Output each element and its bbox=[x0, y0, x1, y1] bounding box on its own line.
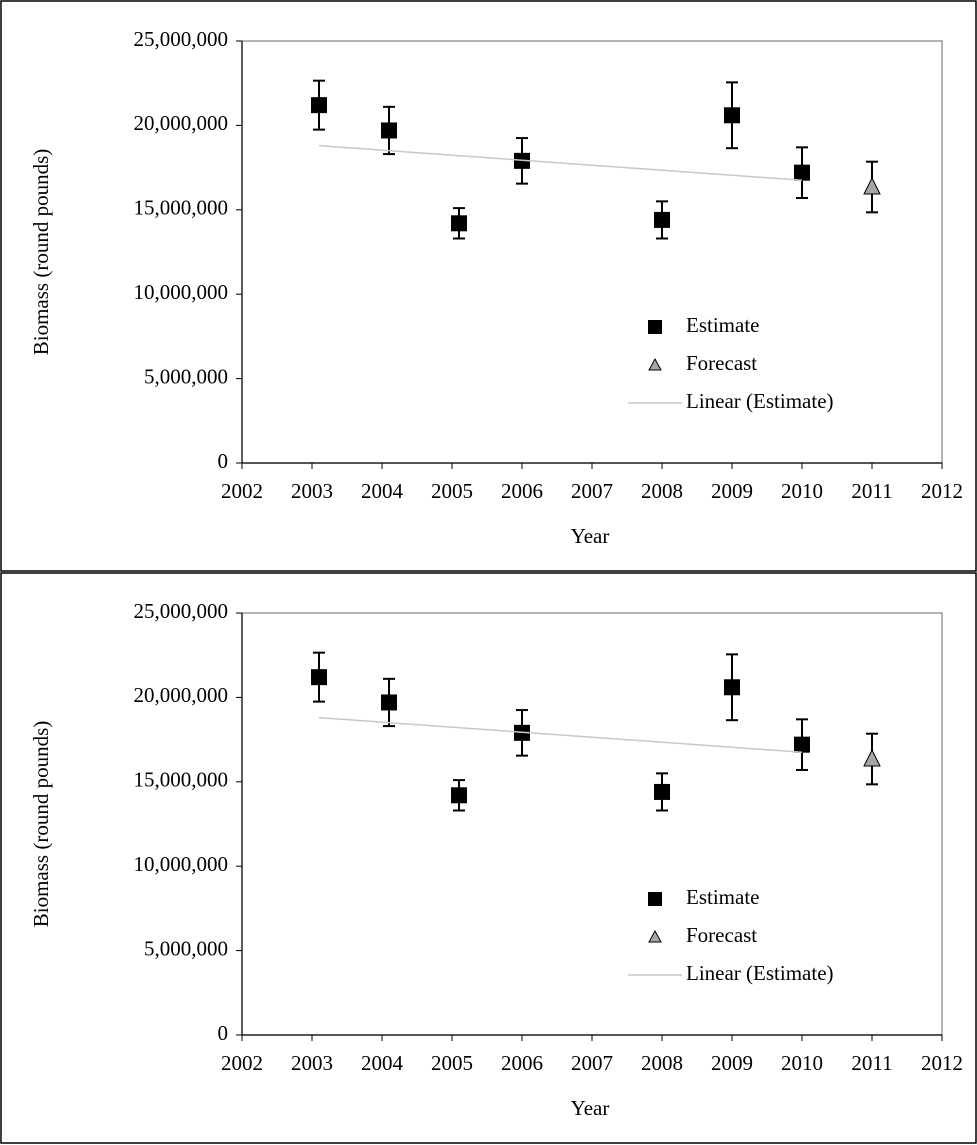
x-tick-label: 2006 bbox=[501, 479, 543, 503]
y-tick-label: 25,000,000 bbox=[134, 27, 229, 51]
x-axis-title: Year bbox=[571, 524, 610, 548]
plot-area bbox=[241, 612, 943, 1036]
x-tick-label: 2002 bbox=[221, 1051, 263, 1075]
x-axis-title: Year bbox=[571, 1096, 610, 1120]
legend-label: Linear (Estimate) bbox=[686, 961, 834, 985]
trend-line bbox=[318, 716, 803, 754]
trend-line bbox=[318, 144, 803, 182]
y-tick-label: 25,000,000 bbox=[134, 599, 229, 623]
point bbox=[381, 694, 397, 711]
x-tick-label: 2012 bbox=[921, 1051, 963, 1075]
x-tick-label: 2009 bbox=[711, 479, 753, 503]
point bbox=[451, 787, 467, 804]
x-tick-label: 2011 bbox=[851, 1051, 892, 1075]
point bbox=[381, 122, 397, 139]
y-tick-label: 10,000,000 bbox=[134, 852, 229, 876]
y-tick-label: 20,000,000 bbox=[134, 683, 229, 707]
y-tick-label: 5,000,000 bbox=[144, 936, 228, 960]
x-tick-label: 2005 bbox=[431, 1051, 473, 1075]
x-tick-label: 2002 bbox=[221, 479, 263, 503]
point bbox=[724, 679, 740, 696]
x-tick-label: 2008 bbox=[641, 1051, 683, 1075]
y-axis-title: Biomass (round pounds) bbox=[29, 149, 53, 356]
y-tick-label: 0 bbox=[218, 1021, 229, 1045]
point bbox=[794, 736, 810, 753]
legend-label: Estimate bbox=[686, 313, 759, 337]
y-tick-label: 5,000,000 bbox=[144, 364, 228, 388]
x-tick-label: 2008 bbox=[641, 479, 683, 503]
legend-label: Forecast bbox=[686, 351, 757, 375]
legend-label: Estimate bbox=[686, 885, 759, 909]
y-tick-label: 0 bbox=[218, 449, 229, 473]
chart: 0 5,000,000 10,000,000 15,000,000 20,000,000… bbox=[29, 599, 963, 1120]
x-tick-label: 2012 bbox=[921, 479, 963, 503]
point bbox=[863, 176, 881, 195]
x-tick-label: 2005 bbox=[431, 479, 473, 503]
point bbox=[311, 669, 327, 686]
x-tick-label: 2009 bbox=[711, 1051, 753, 1075]
y-axis-title: Biomass (round pounds) bbox=[29, 721, 53, 928]
point bbox=[654, 211, 670, 228]
x-tick-label: 2003 bbox=[291, 1051, 333, 1075]
legend-label: Linear (Estimate) bbox=[686, 389, 834, 413]
x-tick-label: 2010 bbox=[781, 479, 823, 503]
legend-swatch bbox=[648, 320, 662, 334]
legend-label: Forecast bbox=[686, 923, 757, 947]
x-tick-label: 2006 bbox=[501, 1051, 543, 1075]
x-tick-label: 2007 bbox=[571, 1051, 613, 1075]
y-tick-label: 20,000,000 bbox=[134, 111, 229, 135]
x-tick-label: 2010 bbox=[781, 1051, 823, 1075]
x-tick-label: 2007 bbox=[571, 479, 613, 503]
point bbox=[654, 783, 670, 800]
chart: 0 5,000,000 10,000,000 15,000,000 20,000,000… bbox=[29, 27, 963, 548]
x-tick-label: 2003 bbox=[291, 479, 333, 503]
y-tick-label: 15,000,000 bbox=[134, 768, 229, 792]
x-tick-label: 2004 bbox=[361, 1051, 404, 1075]
x-tick-label: 2004 bbox=[361, 479, 404, 503]
point bbox=[451, 215, 467, 232]
x-tick-label: 2011 bbox=[851, 479, 892, 503]
panel-border bbox=[0, 0, 977, 572]
point bbox=[724, 107, 740, 124]
legend-swatch bbox=[648, 357, 662, 371]
legend-swatch bbox=[648, 929, 662, 943]
point bbox=[863, 748, 881, 767]
plot-area bbox=[241, 40, 943, 464]
panel-border bbox=[0, 572, 977, 1144]
point bbox=[311, 97, 327, 114]
y-tick-label: 15,000,000 bbox=[134, 196, 229, 220]
y-tick-label: 10,000,000 bbox=[134, 280, 229, 304]
point bbox=[794, 164, 810, 181]
legend-swatch bbox=[648, 892, 662, 906]
